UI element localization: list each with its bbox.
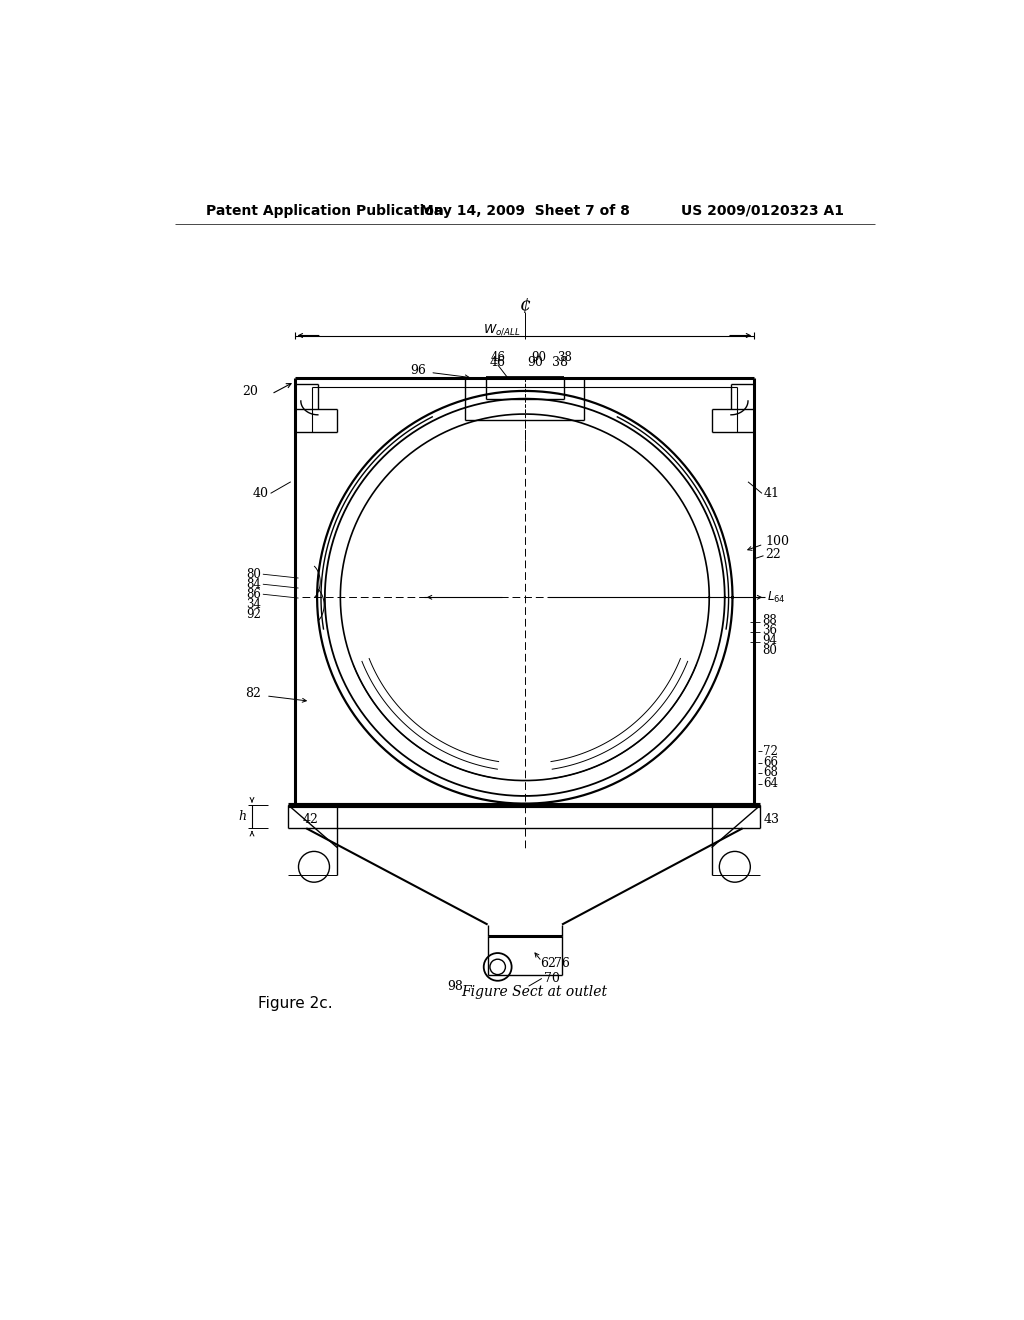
Text: 80: 80: [762, 644, 777, 657]
Text: 62: 62: [541, 957, 556, 970]
Text: Patent Application Publication: Patent Application Publication: [206, 203, 443, 218]
Text: 68: 68: [764, 767, 778, 779]
Text: 90: 90: [527, 356, 543, 370]
Text: 80: 80: [247, 568, 261, 581]
Text: 76: 76: [554, 957, 570, 970]
Text: 66: 66: [764, 756, 778, 770]
Text: 38: 38: [557, 351, 571, 363]
Text: h: h: [239, 810, 247, 824]
Text: 98: 98: [446, 979, 463, 993]
Text: 64: 64: [764, 777, 778, 791]
Text: 94: 94: [762, 634, 777, 647]
Text: 36: 36: [762, 624, 777, 638]
Text: US 2009/0120323 A1: US 2009/0120323 A1: [681, 203, 844, 218]
Text: 92: 92: [247, 607, 261, 620]
Text: 88: 88: [762, 614, 776, 627]
Text: 20: 20: [243, 385, 258, 399]
Text: Figure 2c.: Figure 2c.: [258, 997, 333, 1011]
Text: 46: 46: [490, 351, 506, 363]
Text: 42: 42: [302, 813, 318, 825]
Text: Figure Sect at outlet: Figure Sect at outlet: [461, 985, 607, 998]
Text: ¢: ¢: [519, 296, 530, 314]
Text: 96: 96: [411, 363, 427, 376]
Text: 70: 70: [544, 972, 560, 985]
Text: 46: 46: [489, 356, 506, 370]
Text: 82: 82: [246, 686, 261, 700]
Text: 86: 86: [247, 587, 261, 601]
Text: 72: 72: [764, 744, 778, 758]
Text: 43: 43: [764, 813, 779, 825]
Text: 34: 34: [247, 598, 261, 611]
Text: $L_{64}$: $L_{64}$: [767, 590, 785, 605]
Text: May 14, 2009  Sheet 7 of 8: May 14, 2009 Sheet 7 of 8: [420, 203, 630, 218]
Text: 41: 41: [764, 487, 779, 500]
Text: 100: 100: [765, 536, 790, 548]
Text: 22: 22: [765, 548, 781, 561]
Text: 38: 38: [552, 356, 567, 370]
Text: $W_{o/ALL}$: $W_{o/ALL}$: [482, 322, 520, 337]
Text: 40: 40: [253, 487, 269, 500]
Text: 90: 90: [531, 351, 546, 363]
Text: 84: 84: [247, 578, 261, 591]
